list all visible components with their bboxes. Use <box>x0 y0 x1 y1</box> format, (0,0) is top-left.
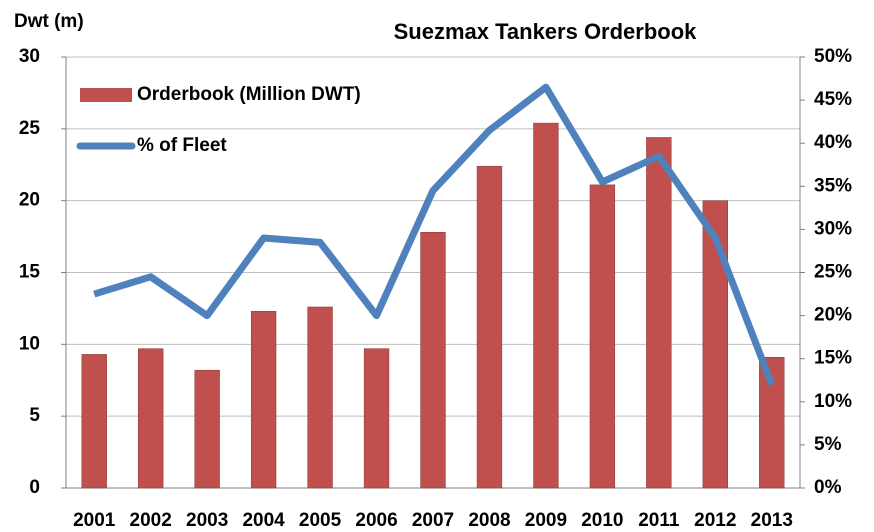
y2-tick-label: 45% <box>814 89 852 110</box>
y2-tick-label: 25% <box>814 262 852 283</box>
bar <box>420 232 446 489</box>
x-tick-label: 2003 <box>186 510 228 531</box>
bar <box>138 348 164 489</box>
x-tick-label: 2009 <box>525 510 567 531</box>
legend-swatch <box>80 88 132 102</box>
y2-tick-label: 50% <box>814 46 852 67</box>
y-tick-label: 0 <box>29 477 40 498</box>
legend-label: Orderbook (Million DWT) <box>137 84 361 105</box>
x-tick-label: 2002 <box>130 510 172 531</box>
x-tick-label: 2008 <box>468 510 510 531</box>
legend-label: % of Fleet <box>137 135 227 156</box>
x-tick-label: 2006 <box>355 510 397 531</box>
bar <box>476 165 503 489</box>
bar <box>646 137 672 489</box>
line <box>93 83 776 386</box>
x-tick-label: 2005 <box>299 510 342 531</box>
x-tick-label: 2007 <box>412 510 454 531</box>
y-tick-label: 15 <box>19 262 41 283</box>
chart-title: Suezmax Tankers Orderbook <box>394 19 698 44</box>
y-tick-label: 30 <box>19 46 40 67</box>
y2-tick-label: 20% <box>814 305 852 326</box>
bar <box>307 306 333 489</box>
y2-tick-label: 40% <box>814 132 852 153</box>
y2-tick-label: 35% <box>814 175 852 196</box>
bar <box>250 311 277 489</box>
bar <box>194 369 220 489</box>
bar <box>533 122 559 489</box>
x-tick-label: 2013 <box>751 510 793 531</box>
y2-tick-label: 5% <box>814 434 842 455</box>
bar <box>81 354 107 489</box>
y-tick-label: 10 <box>19 333 40 354</box>
y-tick-label: 20 <box>19 190 40 211</box>
y2-tick-label: 10% <box>814 391 852 412</box>
y2-tick-label: 15% <box>814 348 852 369</box>
y-tick-label: 5 <box>29 405 40 426</box>
y-axis-label: Dwt (m) <box>14 11 84 32</box>
x-tick-label: 2004 <box>242 510 285 531</box>
y2-tick-label: 30% <box>814 218 852 239</box>
y-tick-label: 25 <box>19 118 41 139</box>
bar <box>589 184 616 489</box>
x-tick-label: 2010 <box>581 510 623 531</box>
x-tick-label: 2012 <box>694 510 736 531</box>
x-tick-label: 2001 <box>73 510 116 531</box>
y2-tick-label: 0% <box>814 477 842 498</box>
bar <box>363 348 390 489</box>
bar <box>702 200 728 489</box>
x-tick-label: 2011 <box>638 510 680 531</box>
